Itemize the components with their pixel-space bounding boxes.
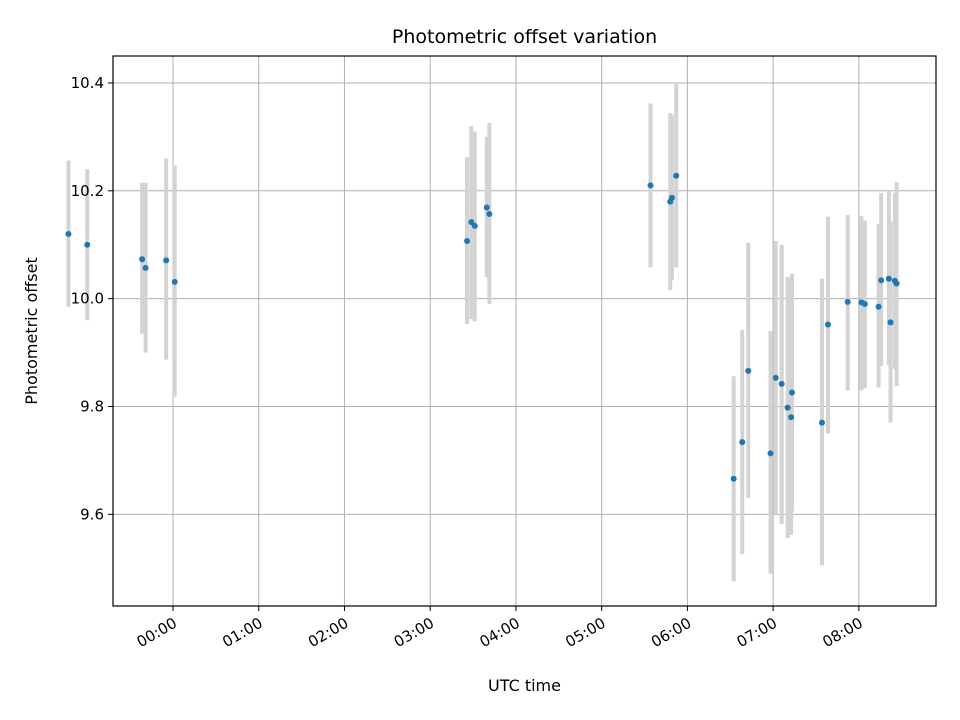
data-point bbox=[171, 278, 178, 285]
data-point bbox=[772, 374, 779, 381]
data-point bbox=[861, 301, 868, 308]
y-tick-label: 10.2 bbox=[71, 182, 104, 200]
data-point bbox=[673, 172, 680, 179]
chart-title: Photometric offset variation bbox=[392, 26, 657, 48]
grid-lines bbox=[113, 56, 936, 606]
plot-area-frame bbox=[112, 55, 937, 607]
y-tick-label: 9.6 bbox=[80, 505, 104, 523]
data-point bbox=[486, 210, 493, 217]
data-point bbox=[887, 319, 894, 326]
data-point bbox=[893, 280, 900, 287]
data-point bbox=[824, 321, 831, 328]
data-point bbox=[875, 303, 882, 310]
data-point bbox=[65, 230, 72, 237]
data-point bbox=[784, 404, 791, 411]
data-point bbox=[745, 367, 752, 374]
data-point bbox=[647, 182, 654, 189]
data-point bbox=[464, 237, 471, 244]
data-points bbox=[65, 172, 900, 482]
data-point bbox=[778, 380, 785, 387]
data-point bbox=[730, 475, 737, 482]
data-point bbox=[885, 275, 892, 282]
data-point bbox=[767, 450, 774, 457]
data-point bbox=[471, 222, 478, 229]
data-point bbox=[668, 194, 675, 201]
y-tick-label: 10.4 bbox=[71, 74, 104, 92]
data-point bbox=[139, 256, 146, 263]
data-point bbox=[788, 389, 795, 396]
data-point bbox=[844, 298, 851, 305]
x-axis-label: UTC time bbox=[488, 676, 561, 695]
y-tick-label: 9.8 bbox=[80, 397, 104, 415]
data-point bbox=[739, 439, 746, 446]
data-point bbox=[483, 204, 490, 211]
data-point bbox=[788, 414, 795, 421]
y-axis-label: Photometric offset bbox=[22, 257, 41, 405]
data-point bbox=[878, 277, 885, 284]
data-point bbox=[163, 257, 170, 264]
y-tick-label: 10.0 bbox=[71, 290, 104, 308]
data-point bbox=[84, 241, 91, 248]
data-point bbox=[142, 264, 149, 271]
y-axis-ticks: 9.6 9.8 10.0 10.2 10.4 bbox=[71, 74, 113, 523]
data-point bbox=[818, 419, 825, 426]
